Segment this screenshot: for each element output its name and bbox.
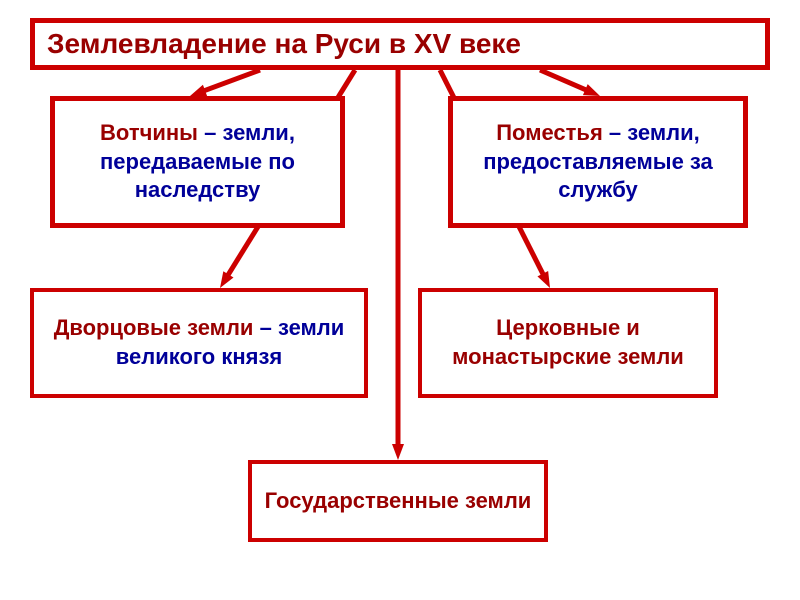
box-accent: Церковные и монастырские земли xyxy=(452,315,684,369)
arrow-line-1 xyxy=(540,70,593,93)
box-pomestya: Поместья – земли, предоставляемые за слу… xyxy=(448,96,748,228)
box-dash: – xyxy=(198,120,222,145)
box-gosudarstvennye: Государственные земли xyxy=(248,460,548,542)
box-accent: Вотчины xyxy=(100,120,198,145)
arrow-head-3 xyxy=(537,271,550,288)
box-dash: – xyxy=(253,315,277,340)
box-accent: Государственные земли xyxy=(265,488,532,513)
box-dvortsovye: Дворцовые земли – земли великого князя xyxy=(30,288,368,398)
arrow-head-4 xyxy=(392,444,404,460)
arrow-line-0 xyxy=(197,70,260,93)
box-dash: – xyxy=(603,120,627,145)
arrow-head-0 xyxy=(190,85,207,96)
arrow-head-2 xyxy=(220,271,234,288)
arrow-head-1 xyxy=(583,84,600,96)
box-accent: Дворцовые земли xyxy=(54,315,254,340)
box-accent: Поместья xyxy=(496,120,603,145)
diagram-title: Землевладение на Руси в XV веке xyxy=(35,26,765,62)
title-box: Землевладение на Руси в XV веке xyxy=(30,18,770,70)
box-tserkovnye: Церковные и монастырские земли xyxy=(418,288,718,398)
box-votchiny: Вотчины – земли, передаваемые по наследс… xyxy=(50,96,345,228)
